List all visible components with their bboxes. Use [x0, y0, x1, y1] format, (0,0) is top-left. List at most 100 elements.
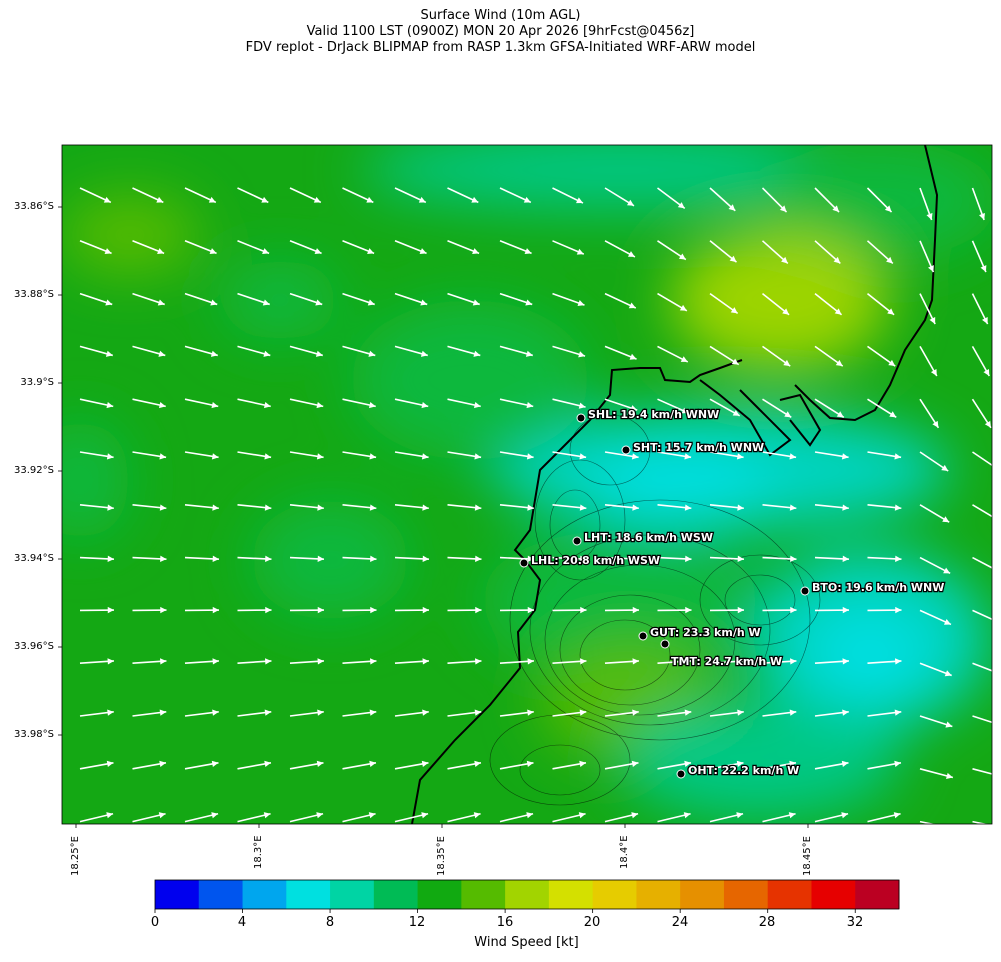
wind-arrow-head [474, 709, 482, 716]
wind-arrow-head [212, 504, 219, 511]
wind-arrow-head [313, 196, 321, 203]
lat-label-0: 33.86°S [14, 201, 54, 212]
wind-arrow-head [980, 265, 987, 273]
wind-arrow-head [421, 760, 429, 768]
station-lhl[interactable]: LHL: 20.8 km/h WSW [519, 553, 661, 568]
wind-arrow-head [578, 351, 586, 358]
wind-arrow-head [684, 760, 691, 768]
wind-arrow-head [526, 812, 534, 819]
wind-arrow-head [983, 368, 990, 376]
wind-arrow-head [316, 401, 324, 409]
wind-arrow-head [893, 812, 901, 819]
wind-arrow-head [368, 812, 376, 819]
wind-arrow-head [160, 606, 167, 614]
wind-arrow-head [632, 709, 639, 716]
wind-arrows [79, 187, 1001, 824]
wind-arrow-head [315, 350, 323, 357]
wind-arrow-head [107, 606, 114, 614]
wind-arrow-head [366, 196, 374, 203]
wind-arrow-head [836, 411, 844, 418]
wind-arrow-head [370, 606, 377, 614]
wind-arrow-head [474, 658, 482, 665]
station-label-oht: OHT: 22.2 km/h W [688, 764, 799, 777]
wind-arrow-head [995, 516, 1001, 522]
colorbar-swatch [680, 880, 725, 909]
wind-arrow-shaft [972, 820, 989, 824]
wind-arrow-head [930, 368, 937, 376]
wind-arrow-head [212, 658, 219, 665]
wind-arrow-head [834, 308, 842, 315]
wind-arrow-head [575, 197, 583, 204]
colorbar-tick-3: 12 [408, 915, 426, 930]
wind-arrow-head [317, 709, 324, 716]
wind-arrow-head [212, 709, 219, 716]
wind-arrow-head [680, 356, 688, 362]
wind-arrow-head [628, 302, 636, 309]
wind-arrow-head [681, 407, 689, 414]
terrain-contours [489, 414, 821, 806]
station-bto[interactable]: BTO: 19.6 km/h WNW [800, 580, 946, 596]
wind-arrow-head [369, 504, 377, 511]
harbour-breakwater [699, 379, 822, 457]
wind-arrow-head [627, 199, 634, 206]
colorbar-swatch [548, 880, 594, 909]
wind-arrow-head [158, 401, 166, 409]
wind-arrow-head [263, 401, 271, 409]
colorbar-swatch [855, 880, 900, 909]
wind-arrow-head [894, 658, 902, 665]
wind-arrow-head [731, 358, 739, 365]
wind-arrow-head [894, 709, 902, 716]
wind-arrow-head [370, 555, 377, 563]
wind-arrow-head [527, 606, 534, 614]
wind-arrow-head [685, 606, 692, 614]
wind-arrow-head [737, 555, 744, 563]
wind-arrow-shaft [972, 715, 992, 724]
wind-arrow-head [106, 453, 114, 460]
wind-arrow-head [579, 504, 587, 511]
wind-arrow-head [678, 253, 686, 260]
wind-arrow-head [842, 709, 849, 716]
station-sht[interactable]: SHT: 15.7 km/h WNW [621, 440, 765, 455]
wind-arrow-shaft [972, 768, 992, 775]
lon-label-2: 18.35°E [436, 836, 447, 876]
wind-arrow-head [158, 350, 166, 357]
station-label-shl: SHL: 19.4 km/h WNW [588, 408, 719, 421]
colorbar-tick-7: 28 [758, 915, 776, 930]
wind-arrow-head [945, 721, 953, 728]
station-gut[interactable]: GUT: 23.3 km/h W [638, 625, 762, 641]
wind-arrow-head [884, 205, 892, 213]
colorbar-swatch [198, 880, 244, 909]
wind-arrow-head [631, 812, 639, 819]
wind-arrow-head [926, 213, 933, 220]
wind-arrow-head [997, 670, 1001, 676]
wind-arrow-head [419, 248, 427, 255]
wind-arrow-head [103, 196, 111, 203]
wind-arrow-head [369, 760, 376, 768]
map-title-line1: Surface Wind (10m AGL) [420, 8, 581, 23]
wind-arrow-head [894, 504, 902, 511]
wind-arrow-head [886, 256, 893, 264]
station-oht[interactable]: OHT: 22.2 km/h W [676, 763, 801, 779]
wind-arrow-head [315, 299, 323, 306]
station-tmt[interactable]: TMT: 24.7 km/h W [660, 639, 783, 669]
lon-label-0: 18.25°E [70, 836, 81, 876]
wind-arrow-head [630, 405, 638, 412]
wind-arrow-head [632, 555, 639, 563]
wind-arrow-head [790, 606, 797, 614]
wind-arrow-head [317, 658, 324, 665]
wind-arrow-head [684, 504, 692, 511]
station-lht[interactable]: LHT: 18.6 km/h WSW [572, 530, 714, 546]
wind-arrow-head [889, 411, 897, 418]
wind-arrow-head [943, 618, 951, 625]
wind-arrow-head [263, 350, 271, 357]
wind-arrow-head [212, 606, 219, 614]
wind-arrow-head [160, 555, 167, 563]
wind-arrow-head [784, 411, 792, 418]
wind-arrow-head [106, 401, 114, 409]
wind-arrow-head [420, 350, 428, 357]
wind-arrow-head [841, 812, 849, 819]
wind-arrow-head [262, 299, 270, 306]
station-shl[interactable]: SHL: 19.4 km/h WNW [576, 407, 721, 423]
wind-arrow-head [579, 658, 587, 665]
wind-arrow-head [472, 248, 480, 255]
